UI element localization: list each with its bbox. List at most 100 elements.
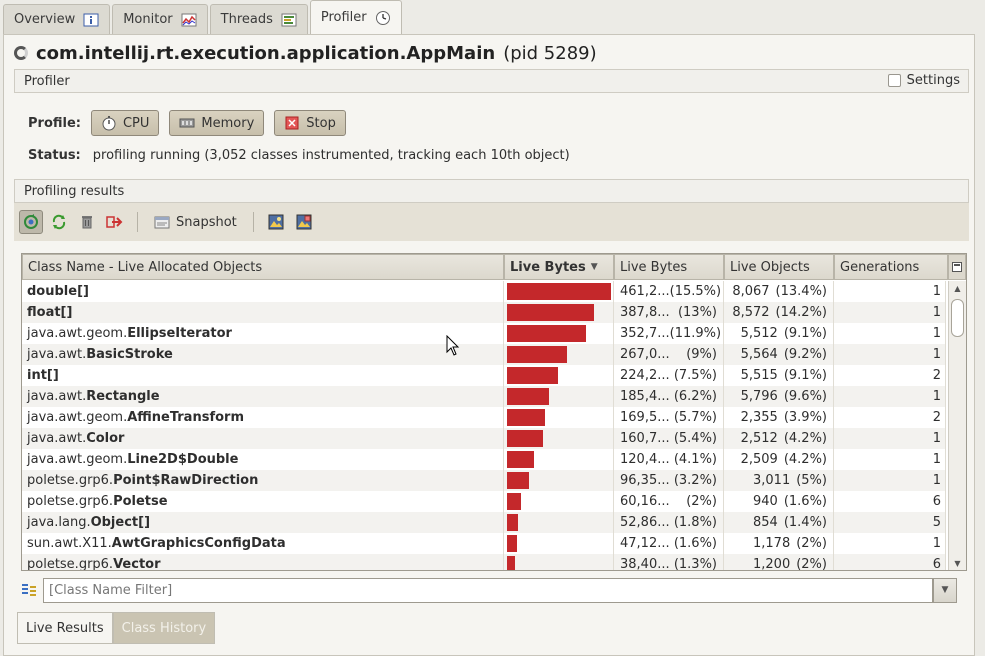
tab-live-results[interactable]: Live Results: [17, 612, 113, 644]
table-row[interactable]: java.awt. Rectangle 185,4... (6.2%) 5,796 (9.…: [22, 386, 946, 407]
column-generations[interactable]: Generations: [834, 254, 948, 280]
snapshot-button[interactable]: Snapshot: [148, 215, 243, 230]
table-row[interactable]: int[] 224,2... (7.5%) 5,515 (9.1%) 2: [22, 365, 946, 386]
live-bytes-bar: [507, 325, 587, 342]
stopwatch-icon: [101, 116, 117, 131]
live-bytes-cell: 120,4... (4.1%): [614, 449, 724, 470]
live-bytes-percent: (3.2%): [673, 473, 717, 488]
table-row[interactable]: sun.awt.X11. AwtGraphicsConfigData 47,12..…: [22, 533, 946, 554]
settings-checkbox[interactable]: [887, 74, 901, 87]
live-objects-percent: (1.4%): [783, 515, 827, 530]
table-row[interactable]: java.awt. BasicStroke 267,0... (9%) 5,564 (9.…: [22, 344, 946, 365]
tab-overview[interactable]: Overview: [3, 4, 111, 34]
generations-value: 5: [932, 515, 941, 530]
tab-threads[interactable]: Threads: [209, 4, 308, 34]
tab-class-history[interactable]: Class History: [112, 612, 216, 644]
filter-icon[interactable]: [21, 582, 37, 598]
scroll-thumb[interactable]: [951, 299, 964, 337]
generations-value: 6: [932, 494, 941, 509]
save-image-button[interactable]: [264, 210, 288, 234]
results-section-header: Profiling results: [14, 179, 969, 203]
live-objects-percent: (13.4%): [775, 284, 827, 299]
table-row[interactable]: double[] 461,2... (15.5%) 8,067 (13.4%) 1: [22, 281, 946, 302]
column-live-objects[interactable]: Live Objects: [724, 254, 834, 280]
table-row[interactable]: poletse.grp6. Vector 38,40... (1.3%) 1,200 (2…: [22, 554, 946, 571]
class-name-cell: int[]: [22, 365, 504, 386]
column-chooser-button[interactable]: [948, 254, 966, 280]
tab-profiler[interactable]: Profiler: [309, 0, 402, 34]
page-title: com.intellij.rt.execution.application.Ap…: [14, 41, 597, 65]
live-bytes-bar: [507, 304, 595, 321]
filter-placeholder: [Class Name Filter]: [49, 582, 173, 598]
generations-value: 1: [932, 452, 941, 467]
column-label: Class Name - Live Allocated Objects: [28, 259, 263, 275]
live-bytes-bar: [507, 535, 518, 552]
tab-label: Class History: [121, 620, 207, 636]
live-objects-percent: (4.2%): [783, 452, 827, 467]
class-simple-name: Poletse: [113, 494, 168, 509]
generations-cell: 6: [834, 554, 946, 571]
tab-monitor[interactable]: Monitor: [112, 4, 208, 34]
class-name-filter-input[interactable]: [Class Name Filter]: [43, 577, 933, 603]
class-package: java.awt.: [27, 389, 87, 404]
column-live-bytes-bar[interactable]: Live Bytes ▼: [504, 254, 614, 280]
live-bytes-cell: 387,8... (13%): [614, 302, 724, 323]
class-simple-name: Rectangle: [86, 389, 160, 404]
memory-chip-icon: [179, 116, 195, 130]
mouse-pointer-icon: [446, 335, 460, 356]
live-bytes-percent: (13%): [677, 305, 717, 320]
generations-value: 1: [932, 473, 941, 488]
generations-value: 6: [932, 557, 941, 571]
class-package: java.awt.geom.: [27, 452, 128, 467]
column-live-bytes[interactable]: Live Bytes: [614, 254, 724, 280]
class-name-cell: java.awt.geom. EllipseIterator: [22, 323, 504, 344]
stop-label: Stop: [306, 115, 336, 131]
scroll-up-icon[interactable]: ▲: [954, 283, 961, 293]
table-row[interactable]: java.awt.geom. Line2D$Double 120,4... (4.1%…: [22, 449, 946, 470]
live-bytes-bar: [507, 472, 529, 489]
cpu-label: CPU: [122, 115, 150, 131]
auto-refresh-button[interactable]: [19, 210, 43, 234]
filter-dropdown-button[interactable]: ▼: [933, 577, 957, 603]
chart-icon: [181, 13, 197, 27]
column-class-name[interactable]: Class Name - Live Allocated Objects: [22, 254, 504, 280]
live-objects-value: 3,011: [753, 473, 791, 488]
table-row[interactable]: java.awt.geom. EllipseIterator 352,7... (11…: [22, 323, 946, 344]
live-objects-value: 1,178: [753, 536, 791, 551]
cpu-button[interactable]: CPU: [90, 110, 160, 136]
live-bytes-percent: (6.2%): [673, 389, 717, 404]
live-objects-value: 2,512: [740, 431, 778, 446]
live-bytes-percent: (4.1%): [673, 452, 717, 467]
delete-button[interactable]: [75, 210, 99, 234]
live-objects-cell: 2,509 (4.2%): [724, 449, 834, 470]
scroll-down-icon[interactable]: ▼: [954, 558, 961, 568]
save-image-alt-button[interactable]: [292, 210, 316, 234]
live-objects-value: 854: [753, 515, 778, 530]
live-objects-value: 940: [753, 494, 778, 509]
live-bytes-value: 38,40...: [620, 557, 670, 571]
table-row[interactable]: java.awt.geom. AffineTransform 169,5... (5.…: [22, 407, 946, 428]
table-row[interactable]: java.lang. Object[] 52,86... (1.8%) 854 (1.4%…: [22, 512, 946, 533]
table-row[interactable]: float[] 387,8... (13%) 8,572 (14.2%) 1: [22, 302, 946, 323]
status-label: Status:: [28, 148, 81, 163]
tab-label: Overview: [14, 12, 76, 27]
table-row[interactable]: poletse.grp6. Point$RawDirection 96,35...(…: [22, 470, 946, 491]
class-package: java.awt.: [27, 347, 87, 362]
settings-toggle[interactable]: Settings: [887, 73, 960, 88]
export-button[interactable]: [103, 210, 127, 234]
vertical-scrollbar[interactable]: ▲ ▼: [948, 281, 966, 570]
memory-button[interactable]: Memory: [169, 110, 265, 136]
live-bytes-value: 224,2...: [620, 368, 670, 383]
live-objects-cell: 1,200 (2%): [724, 554, 834, 570]
class-name-cell: sun.awt.X11. AwtGraphicsConfigData: [22, 533, 504, 554]
table-row[interactable]: poletse.grp6. Poletse 60,16... (2%) 940 (1.6%…: [22, 491, 946, 512]
class-package: java.awt.: [27, 431, 87, 446]
stop-button[interactable]: Stop: [274, 110, 346, 136]
live-bytes-value: 267,0...: [620, 347, 670, 362]
class-name-cell: java.awt. Color: [22, 428, 504, 449]
live-bytes-bar: [507, 514, 519, 531]
table-row[interactable]: java.awt. Color 160,7... (5.4%) 2,512 (4.2%) 1: [22, 428, 946, 449]
live-objects-percent: (9.1%): [783, 368, 827, 383]
refresh-button[interactable]: [47, 210, 71, 234]
live-objects-cell: 2,355 (3.9%): [724, 407, 834, 428]
